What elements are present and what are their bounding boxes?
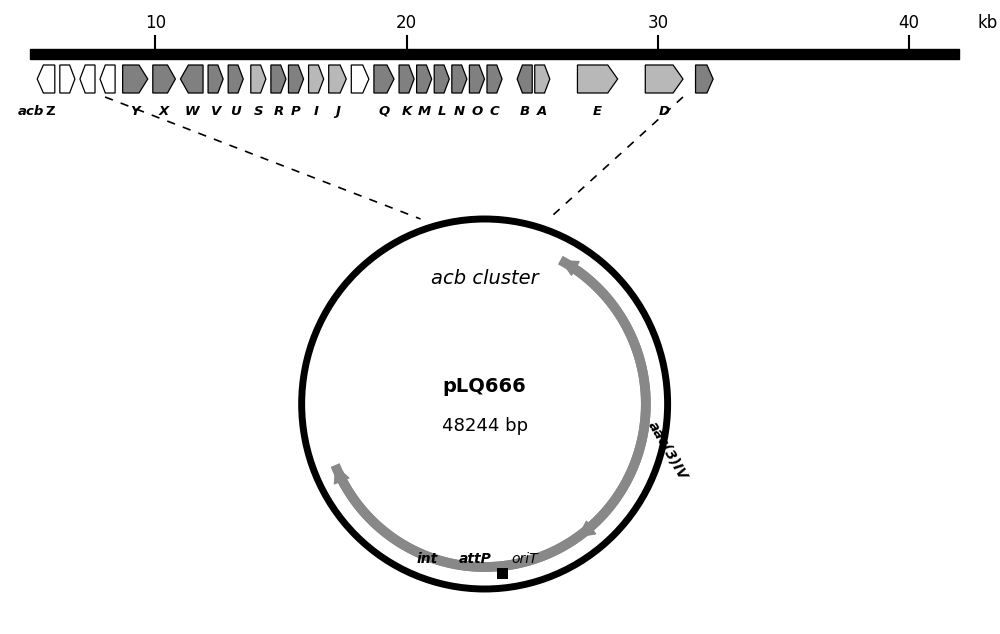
Polygon shape [251,65,266,93]
Polygon shape [577,65,618,93]
Text: B: B [520,105,530,118]
Text: X: X [159,105,169,118]
Text: acb: acb [18,105,44,118]
Text: Y: Y [130,105,140,118]
Polygon shape [535,65,550,93]
Polygon shape [645,65,683,93]
Text: I: I [314,105,319,118]
Text: aac(3)IV: aac(3)IV [646,418,690,482]
Text: N: N [454,105,465,118]
Polygon shape [329,65,346,93]
Polygon shape [288,65,304,93]
Polygon shape [153,65,175,93]
Polygon shape [208,65,223,93]
Text: P: P [291,105,301,118]
Text: D: D [659,105,670,118]
Text: R: R [273,105,284,118]
Text: A: A [537,105,547,118]
Text: Z: Z [45,105,55,118]
Text: pLQ666: pLQ666 [443,377,527,396]
Text: 48244 bp: 48244 bp [442,417,528,435]
Polygon shape [60,65,75,93]
Text: J: J [335,105,340,118]
Text: oriT: oriT [511,552,538,566]
Polygon shape [180,65,203,93]
Text: C: C [490,105,499,118]
Polygon shape [452,65,467,93]
Text: 20: 20 [396,14,417,32]
Text: 10: 10 [145,14,166,32]
Text: attP: attP [458,552,491,566]
Polygon shape [309,65,324,93]
Polygon shape [469,65,484,93]
Polygon shape [80,65,95,93]
Text: Q: Q [378,105,390,118]
Polygon shape [374,65,394,93]
Text: V: V [210,105,221,118]
Text: U: U [230,105,241,118]
Text: M: M [418,105,431,118]
Text: W: W [184,105,199,118]
Polygon shape [351,65,369,93]
Text: kb: kb [977,14,997,32]
Text: int: int [417,552,438,566]
Text: 40: 40 [899,14,920,32]
Text: 30: 30 [647,14,668,32]
Text: L: L [438,105,446,118]
Text: E: E [593,105,602,118]
Text: O: O [471,105,483,118]
Polygon shape [100,65,115,93]
Polygon shape [271,65,286,93]
Polygon shape [123,65,148,93]
Bar [497,567,508,578]
Text: S: S [254,105,263,118]
Polygon shape [399,65,414,93]
Polygon shape [37,65,55,93]
Text: acb cluster: acb cluster [431,269,538,288]
Polygon shape [487,65,502,93]
Polygon shape [228,65,243,93]
Polygon shape [417,65,432,93]
Circle shape [302,219,668,589]
Text: K: K [401,105,412,118]
Polygon shape [517,65,532,93]
Polygon shape [434,65,449,93]
Polygon shape [696,65,713,93]
